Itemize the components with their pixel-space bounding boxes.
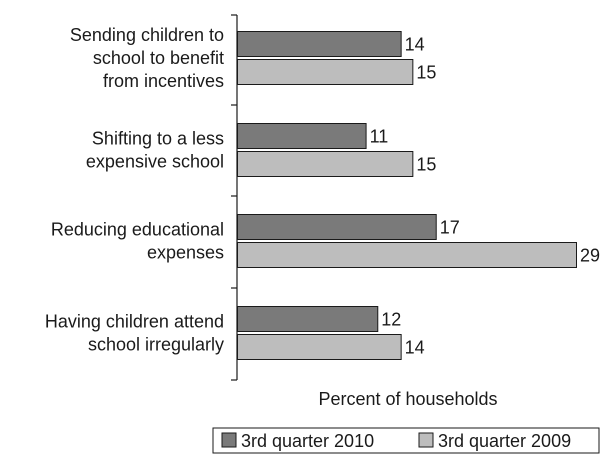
bar	[237, 31, 402, 57]
bar	[237, 123, 367, 149]
legend[interactable]: 3rd quarter 2010 3rd quarter 2009	[212, 427, 600, 454]
legend-label: 3rd quarter 2009	[438, 431, 571, 451]
category-label: Shifting to a less expensive school	[86, 129, 224, 172]
data-label: 17	[440, 218, 460, 238]
bar	[237, 151, 414, 177]
data-labels: 14 11 17 12 15 15 29 14	[370, 35, 600, 358]
legend-label: 3rd quarter 2010	[241, 431, 374, 451]
data-label: 15	[416, 155, 436, 175]
data-label: 12	[381, 310, 401, 330]
x-axis-title: Percent of households	[318, 389, 497, 409]
bar	[237, 242, 577, 268]
data-label: 15	[416, 63, 436, 83]
bar	[237, 334, 402, 360]
data-label: 11	[370, 127, 389, 147]
data-label: 29	[580, 246, 600, 266]
bar	[237, 306, 379, 332]
category-labels: Sending children to school to benefit from…	[45, 25, 224, 355]
data-label: 14	[405, 35, 425, 55]
data-label: 14	[405, 338, 425, 358]
bar	[237, 214, 437, 240]
category-label: Reducing educational expenses	[51, 220, 224, 263]
bar	[237, 59, 414, 85]
legend-swatch	[221, 432, 237, 448]
legend-frame	[212, 427, 600, 454]
category-label: Sending children to school to benefit from…	[70, 25, 224, 91]
bars	[237, 31, 577, 360]
category-label: Having children attend school irregularly	[45, 312, 224, 355]
legend-swatch	[418, 432, 434, 448]
axis-layer	[231, 14, 238, 381]
